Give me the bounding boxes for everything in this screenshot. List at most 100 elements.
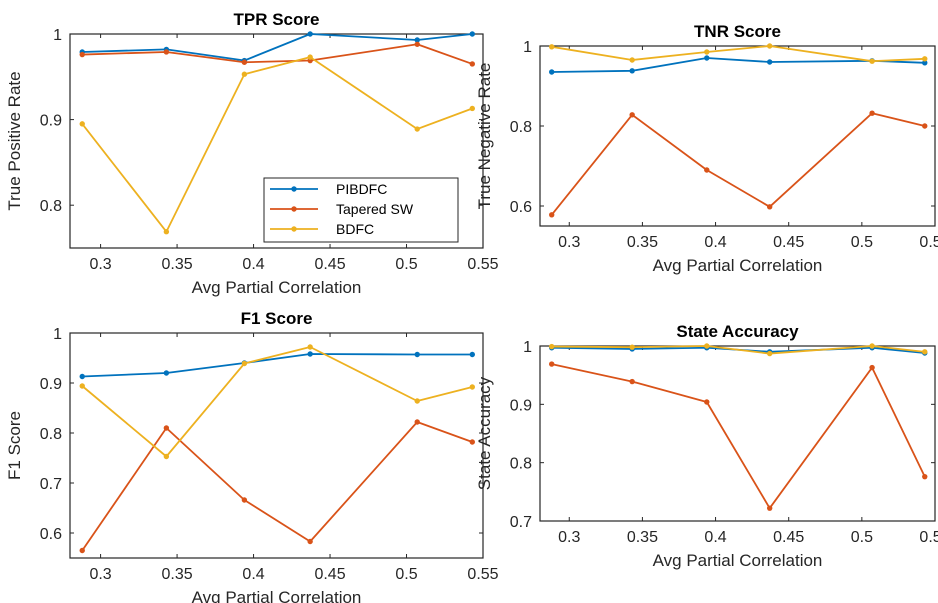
data-point-bdfc [549, 44, 555, 50]
x-tick-label: 0.35 [162, 566, 193, 583]
x-tick-label: 0.4 [704, 529, 726, 546]
chart-title: TPR Score [234, 10, 320, 29]
y-tick-label: 0.8 [510, 119, 532, 136]
data-point-bdfc [629, 344, 635, 350]
data-point-bdfc [766, 43, 773, 49]
y-axis-label: State Accuracy [475, 376, 494, 490]
legend-label: BDFC [336, 221, 374, 237]
series-line-tapered-sw [81, 421, 473, 552]
x-tick-label: 0.45 [314, 256, 345, 273]
data-point-pibdfc [307, 31, 313, 37]
data-point-tapered-sw [469, 439, 475, 445]
data-point-bdfc [79, 383, 85, 389]
x-axis-label: Avg Partial Correlation [653, 551, 823, 570]
y-tick-label: 0.9 [510, 397, 532, 414]
data-point-tapered-sw [414, 419, 420, 425]
data-point-bdfc [629, 57, 635, 63]
y-tick-label: 0.8 [40, 198, 62, 215]
data-point-bdfc [241, 360, 248, 367]
x-tick-label: 0.3 [89, 256, 111, 273]
data-point-bdfc [469, 105, 475, 112]
legend-marker [291, 186, 297, 192]
data-point-pibdfc [79, 373, 85, 380]
data-point-bdfc [414, 398, 420, 404]
data-point-bdfc [704, 49, 710, 55]
data-point-tapered-sw [549, 212, 555, 218]
x-tick-label: 0.45 [314, 566, 345, 583]
data-point-tapered-sw [629, 112, 635, 118]
x-axis-label: Avg Partial Correlation [653, 256, 823, 275]
x-tick-label: 0.4 [242, 566, 264, 583]
data-point-bdfc [469, 384, 475, 390]
y-tick-label: 1 [53, 27, 62, 44]
x-tick-label: 0.5 [395, 566, 417, 583]
y-tick-label: 0.9 [40, 113, 62, 130]
legend: PIBDFC Tapered SW BDFC [263, 177, 459, 243]
x-tick-label: 0.35 [627, 529, 658, 546]
y-axis-label: True Negative Rate [475, 63, 494, 210]
data-point-tapered-sw [307, 538, 313, 545]
data-point-tapered-sw [469, 61, 475, 67]
x-tick-label: 0.4 [704, 234, 726, 251]
data-point-bdfc [869, 343, 875, 349]
y-tick-label: 0.7 [510, 514, 532, 531]
x-tick-label: 0.45 [773, 529, 804, 546]
data-point-bdfc [922, 349, 928, 355]
data-point-tapered-sw [922, 123, 928, 129]
chart-panel-3: 0.3 0.35 0.4 0.45 0.5 0.55 0.6 0.7 0.8 0.9 1 F1 Sco… [5, 309, 499, 603]
y-axis-label: True Positive Rate [5, 71, 24, 210]
y-tick-label: 0.8 [40, 426, 62, 443]
y-tick-label: 0.7 [40, 476, 62, 493]
chart-title: TNR Score [694, 22, 781, 41]
x-tick-label: 0.5 [851, 234, 873, 251]
x-tick-label: 0.3 [558, 234, 580, 251]
data-point-tapered-sw [241, 59, 248, 65]
legend-marker [291, 206, 297, 212]
series-line-tapered-sw [551, 363, 926, 510]
data-point-tapered-sw [79, 51, 85, 58]
data-point-tapered-sw [704, 399, 710, 405]
series-line-tapered-sw [82, 43, 473, 65]
chart-title: State Accuracy [676, 322, 799, 341]
x-tick-label: 0.45 [773, 234, 804, 251]
chart-panel-1: 0.3 0.35 0.4 0.45 0.5 0.55 0.8 0.9 1 TPR Score Avg… [5, 10, 499, 297]
data-point-tapered-sw [766, 204, 773, 210]
data-point-bdfc [307, 344, 313, 350]
data-point-tapered-sw [704, 167, 710, 173]
y-tick-label: 1 [53, 326, 62, 343]
data-point-bdfc [704, 343, 710, 349]
x-tick-label: 0.4 [242, 256, 264, 273]
y-tick-label: 1 [523, 39, 532, 56]
data-point-pibdfc [704, 55, 710, 61]
chart-panel-4: 0.3 0.35 0.4 0.45 0.5 0.55 0.7 0.8 0.9 1 State Acc… [475, 322, 938, 570]
x-axis-label: Avg Partial Correlation [192, 588, 362, 603]
x-tick-label: 0.3 [89, 566, 111, 583]
data-point-pibdfc [469, 351, 475, 358]
data-point-bdfc [307, 54, 313, 60]
data-point-bdfc [922, 56, 928, 62]
data-point-bdfc [163, 229, 170, 235]
x-axis-label: Avg Partial Correlation [192, 278, 362, 297]
data-point-tapered-sw [869, 364, 875, 371]
data-point-tapered-sw [414, 41, 420, 47]
legend-label: PIBDFC [336, 181, 387, 197]
x-tick-label: 0.55 [919, 529, 938, 546]
series-line-bdfc [551, 345, 925, 355]
x-tick-label: 0.35 [627, 234, 658, 251]
data-point-pibdfc [469, 31, 475, 37]
data-point-pibdfc [414, 37, 420, 43]
data-point-bdfc [414, 126, 420, 132]
data-point-pibdfc [549, 69, 555, 75]
series-line-pibdfc [82, 353, 473, 378]
data-point-tapered-sw [79, 547, 85, 554]
y-tick-label: 0.8 [510, 456, 532, 473]
data-point-pibdfc [766, 59, 773, 65]
data-point-bdfc [869, 58, 875, 64]
legend-label: Tapered SW [336, 201, 414, 217]
data-point-tapered-sw [241, 497, 248, 503]
data-point-bdfc [241, 71, 248, 77]
plot-area [69, 332, 484, 559]
x-tick-label: 0.55 [467, 256, 498, 273]
y-tick-label: 0.9 [40, 376, 62, 393]
